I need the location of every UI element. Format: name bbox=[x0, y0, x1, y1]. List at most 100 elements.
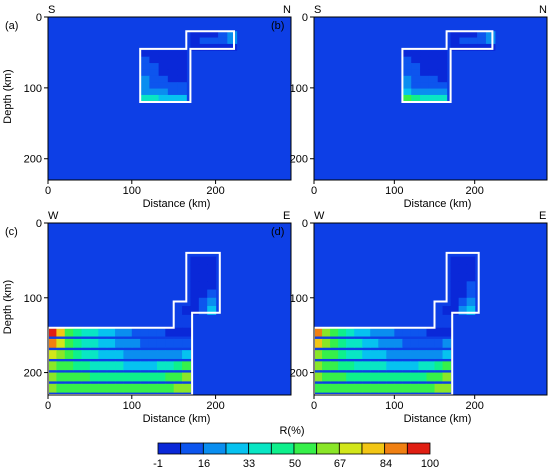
heatmap-cell bbox=[437, 94, 448, 102]
heatmap-cell bbox=[89, 383, 99, 393]
heatmap-cell bbox=[411, 63, 421, 71]
heatmap-cell bbox=[198, 273, 208, 282]
heatmap-cell bbox=[148, 372, 158, 382]
y-tick-label: 200 bbox=[290, 368, 308, 380]
heatmap-cell bbox=[411, 50, 421, 58]
heatmap-cell bbox=[131, 327, 141, 337]
heatmap-cell bbox=[56, 372, 66, 382]
heatmap-cell bbox=[338, 372, 347, 382]
heatmap-cell bbox=[177, 50, 187, 58]
heatmap-cell bbox=[115, 372, 125, 382]
heatmap-cell bbox=[177, 69, 187, 77]
heatmap-cell bbox=[208, 31, 219, 39]
heatmap-cell bbox=[354, 372, 363, 382]
heatmap-cell bbox=[394, 361, 403, 371]
heatmap-cell bbox=[402, 338, 412, 348]
heatmap-cell bbox=[330, 372, 339, 382]
heatmap-cell bbox=[346, 338, 355, 348]
heatmap-cell bbox=[98, 327, 108, 337]
heatmap-cell bbox=[227, 43, 238, 51]
heatmap-cell bbox=[370, 350, 379, 359]
y-tick-label: 0 bbox=[302, 12, 308, 24]
heatmap-cell bbox=[207, 306, 217, 315]
heatmap-cell bbox=[131, 372, 141, 382]
heatmap-cell bbox=[167, 88, 178, 96]
heatmap-cell bbox=[123, 338, 133, 348]
heatmap-cell bbox=[190, 31, 201, 39]
heatmap-cell bbox=[56, 361, 66, 371]
direction-label-left: W bbox=[314, 210, 325, 222]
anomaly-cells bbox=[402, 31, 496, 102]
heatmap-cell bbox=[131, 338, 141, 348]
heatmap-cell bbox=[173, 350, 183, 359]
heatmap-cell bbox=[227, 37, 238, 45]
direction-label-left: S bbox=[314, 4, 321, 16]
heatmap-cell bbox=[98, 372, 108, 382]
heatmap-cell bbox=[437, 63, 448, 71]
heatmap-cell bbox=[48, 338, 57, 348]
heatmap-cell bbox=[485, 37, 496, 45]
y-axis-label: Depth (km) bbox=[2, 69, 14, 123]
heatmap-cell bbox=[411, 88, 421, 96]
heatmap-cell bbox=[182, 383, 192, 393]
heatmap-cell bbox=[458, 289, 468, 299]
heatmap-cell bbox=[428, 50, 439, 58]
heatmap-cell bbox=[190, 256, 200, 266]
colorbar-box bbox=[316, 442, 340, 455]
heatmap-cell bbox=[458, 297, 468, 307]
heatmap-cell bbox=[428, 69, 439, 77]
heatmap-cell bbox=[167, 75, 178, 83]
heatmap-cell bbox=[330, 383, 339, 393]
colorbar-box bbox=[225, 442, 250, 455]
heatmap-cell bbox=[346, 372, 355, 382]
heatmap-cell bbox=[370, 372, 379, 382]
heatmap-cell bbox=[346, 350, 355, 359]
direction-label-right: E bbox=[539, 210, 546, 222]
heatmap-cell bbox=[177, 56, 187, 64]
heatmap-cell bbox=[56, 350, 66, 359]
heatmap-cell bbox=[458, 264, 468, 274]
heatmap-cell bbox=[468, 43, 478, 51]
heatmap-cell bbox=[140, 69, 150, 77]
heatmap-cell bbox=[477, 37, 487, 45]
heatmap-cell bbox=[156, 338, 166, 348]
y-tick-label: 100 bbox=[290, 83, 308, 95]
heatmap-cell bbox=[140, 338, 150, 348]
heatmap-cell bbox=[420, 69, 430, 77]
heatmap-cell bbox=[394, 350, 403, 359]
colorbar-label: R(%) bbox=[279, 425, 304, 437]
heatmap-cell bbox=[458, 306, 468, 315]
heatmap-cell bbox=[434, 338, 444, 348]
heatmap-cell bbox=[314, 327, 323, 337]
heatmap-cell bbox=[434, 361, 444, 371]
heatmap-cell bbox=[354, 383, 363, 393]
heatmap-cell bbox=[165, 372, 175, 382]
heatmap-cell bbox=[115, 383, 125, 393]
heatmap-cell bbox=[346, 327, 355, 337]
heatmap-cell bbox=[402, 383, 412, 393]
heatmap-cell bbox=[450, 37, 461, 45]
heatmap-cell bbox=[428, 63, 439, 71]
heatmap-cell bbox=[149, 88, 160, 96]
panel-label: (a) bbox=[5, 20, 18, 32]
heatmap-cell bbox=[437, 88, 448, 96]
heatmap-cell bbox=[428, 88, 439, 96]
heatmap-cell bbox=[89, 372, 99, 382]
heatmap-cell bbox=[402, 88, 412, 96]
heatmap-cell bbox=[165, 338, 175, 348]
heatmap-cell bbox=[123, 350, 133, 359]
y-tick-label: 0 bbox=[36, 12, 42, 24]
heatmap-cell bbox=[115, 350, 125, 359]
plot-frame bbox=[313, 16, 548, 181]
heatmap-cell bbox=[140, 88, 150, 96]
plot-frame bbox=[313, 222, 548, 396]
x-tick-label: 100 bbox=[123, 185, 141, 197]
heatmap-cell bbox=[156, 327, 166, 337]
heatmap-cell bbox=[314, 361, 323, 371]
anomaly-outline bbox=[401, 30, 494, 103]
heatmap-cell bbox=[428, 94, 439, 102]
heatmap-cell bbox=[64, 327, 74, 337]
heatmap-cell bbox=[362, 338, 371, 348]
heatmap-cell bbox=[158, 63, 169, 71]
